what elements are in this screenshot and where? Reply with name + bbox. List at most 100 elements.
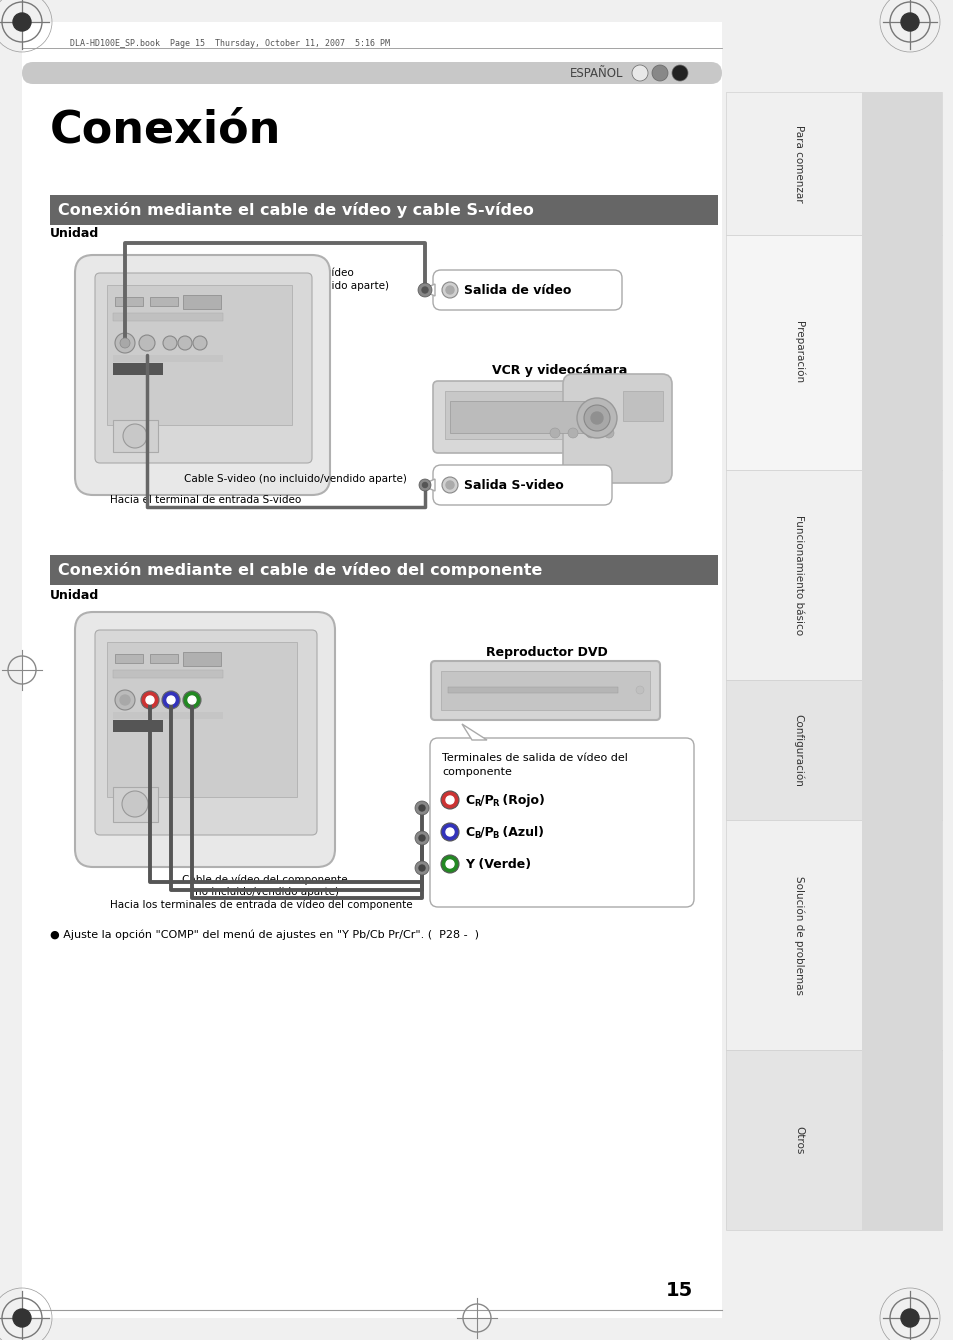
Bar [725,92,862,1230]
Circle shape [183,691,201,709]
Circle shape [422,482,427,488]
Text: DLA-HD100E_SP.book  Page 15  Thursday, October 11, 2007  5:16 PM: DLA-HD100E_SP.book Page 15 Thursday, Oct… [70,39,390,47]
Text: Conexión mediante el cable de vídeo del componente: Conexión mediante el cable de vídeo del … [58,561,542,578]
Circle shape [671,66,687,80]
FancyBboxPatch shape [433,269,621,310]
Bar [150,654,178,663]
Text: B: B [492,831,497,839]
Circle shape [585,427,596,438]
Bar [112,363,163,375]
Circle shape [115,690,135,710]
Circle shape [567,427,578,438]
Circle shape [446,860,454,868]
Circle shape [415,862,429,875]
Bar [725,679,941,820]
Bar [22,21,721,1319]
Text: Unidad: Unidad [50,226,99,240]
Polygon shape [420,284,435,296]
Bar [725,820,941,1051]
Text: componente: componente [441,766,512,777]
Text: Cable S-video (no incluido/vendido aparte): Cable S-video (no incluido/vendido apart… [183,474,406,484]
Bar [112,355,223,362]
Circle shape [141,691,159,709]
Bar [107,285,292,425]
Circle shape [415,831,429,846]
Bar [112,419,158,452]
FancyBboxPatch shape [433,465,612,505]
Text: C: C [464,825,474,839]
Text: Solución de problemas: Solución de problemas [793,875,803,994]
Text: Preparación: Preparación [793,322,803,383]
Bar [622,391,662,421]
FancyBboxPatch shape [431,661,659,720]
Polygon shape [420,478,435,490]
Text: Hacia el terminal de entrada S-video: Hacia el terminal de entrada S-video [110,494,301,505]
FancyBboxPatch shape [430,738,693,907]
Text: Salida de vídeo: Salida de vídeo [463,284,571,296]
Text: Conexión mediante el cable de vídeo y cable S-vídeo: Conexión mediante el cable de vídeo y ca… [58,202,534,218]
Circle shape [603,427,614,438]
Bar [440,671,649,710]
Text: R: R [492,799,498,808]
FancyBboxPatch shape [433,381,641,453]
Circle shape [115,334,135,352]
Circle shape [446,828,454,836]
Text: Hacia el terminal de entrada de vídeo: Hacia el terminal de entrada de vídeo [110,279,307,289]
Circle shape [900,13,918,31]
Bar [112,720,163,732]
Circle shape [441,477,457,493]
Text: 15: 15 [665,1281,692,1300]
Text: Unidad: Unidad [50,588,99,602]
Circle shape [577,398,617,438]
Text: (Rojo): (Rojo) [497,793,544,807]
Text: (no incluido/vendido aparte): (no incluido/vendido aparte) [191,887,338,896]
Bar [112,787,158,821]
Circle shape [590,411,602,423]
FancyBboxPatch shape [95,630,316,835]
Circle shape [122,791,148,817]
Circle shape [162,691,180,709]
Bar [725,92,941,234]
Bar [450,401,604,433]
Bar [862,92,941,1230]
Text: ● Ajuste la opción "COMP" del menú de ajustes en "Y Pb/Cb Pr/Cr". (  P28 -  ): ● Ajuste la opción "COMP" del menú de aj… [50,930,478,941]
Circle shape [167,695,174,704]
Circle shape [139,335,154,351]
FancyBboxPatch shape [95,273,312,464]
Circle shape [13,13,30,31]
Circle shape [120,695,130,705]
Text: Configuración: Configuración [793,714,803,787]
Circle shape [440,791,458,809]
Circle shape [178,336,192,350]
Text: R: R [474,799,480,808]
Bar [112,670,223,678]
Circle shape [418,866,424,871]
Text: Y (Verde): Y (Verde) [464,858,531,871]
Bar [112,712,223,720]
Circle shape [446,796,454,804]
Circle shape [415,801,429,815]
Bar [183,653,221,666]
Circle shape [120,338,130,348]
Circle shape [418,805,424,811]
Text: /P: /P [479,825,494,839]
Bar [444,391,629,440]
Circle shape [418,835,424,842]
Text: Cable de vídeo: Cable de vídeo [275,268,354,277]
Bar [725,470,941,679]
Circle shape [651,66,667,80]
Circle shape [900,1309,918,1327]
Bar [115,297,143,306]
Circle shape [193,336,207,350]
Circle shape [146,695,153,704]
Text: /P: /P [479,793,494,807]
FancyBboxPatch shape [75,255,330,494]
Text: Salida S-video: Salida S-video [463,478,563,492]
Text: C: C [464,793,474,807]
Circle shape [583,405,609,431]
Bar [115,654,143,663]
FancyBboxPatch shape [22,62,721,84]
Circle shape [188,695,195,704]
Text: B: B [474,831,480,839]
Bar [725,234,941,470]
